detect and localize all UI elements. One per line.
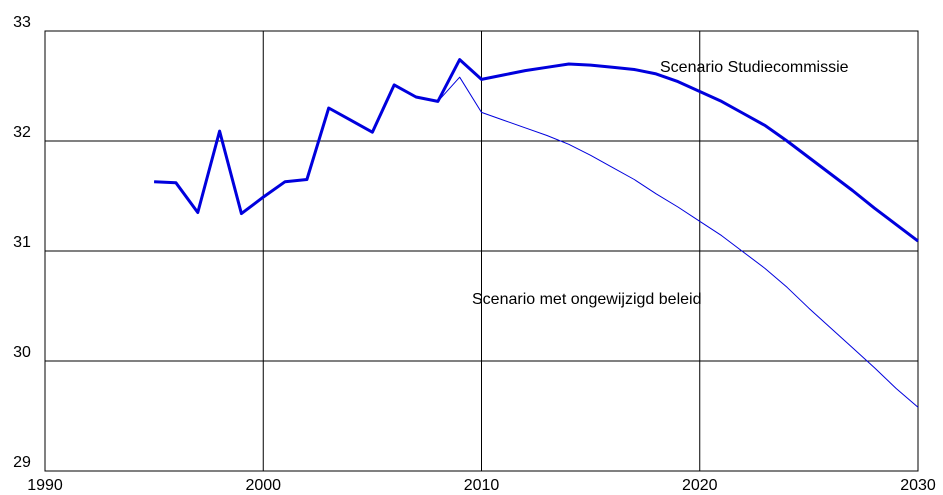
- series-label: Scenario Studiecommissie: [660, 59, 849, 76]
- y-tick-label: 30: [13, 344, 31, 361]
- x-tick-label: 2020: [682, 477, 718, 494]
- x-tick-label: 2030: [900, 477, 936, 494]
- y-tick-label: 29: [13, 454, 31, 471]
- series-line: [154, 76, 919, 408]
- x-tick-label: 1990: [27, 477, 63, 494]
- y-tick-label: 32: [13, 124, 31, 141]
- y-tick-label: 33: [13, 14, 31, 31]
- x-tick-label: 2010: [464, 477, 500, 494]
- series-label: Scenario met ongewijzigd beleid: [472, 291, 701, 308]
- series-line: [154, 58, 919, 243]
- y-tick-label: 31: [13, 234, 31, 251]
- x-tick-label: 2000: [245, 477, 281, 494]
